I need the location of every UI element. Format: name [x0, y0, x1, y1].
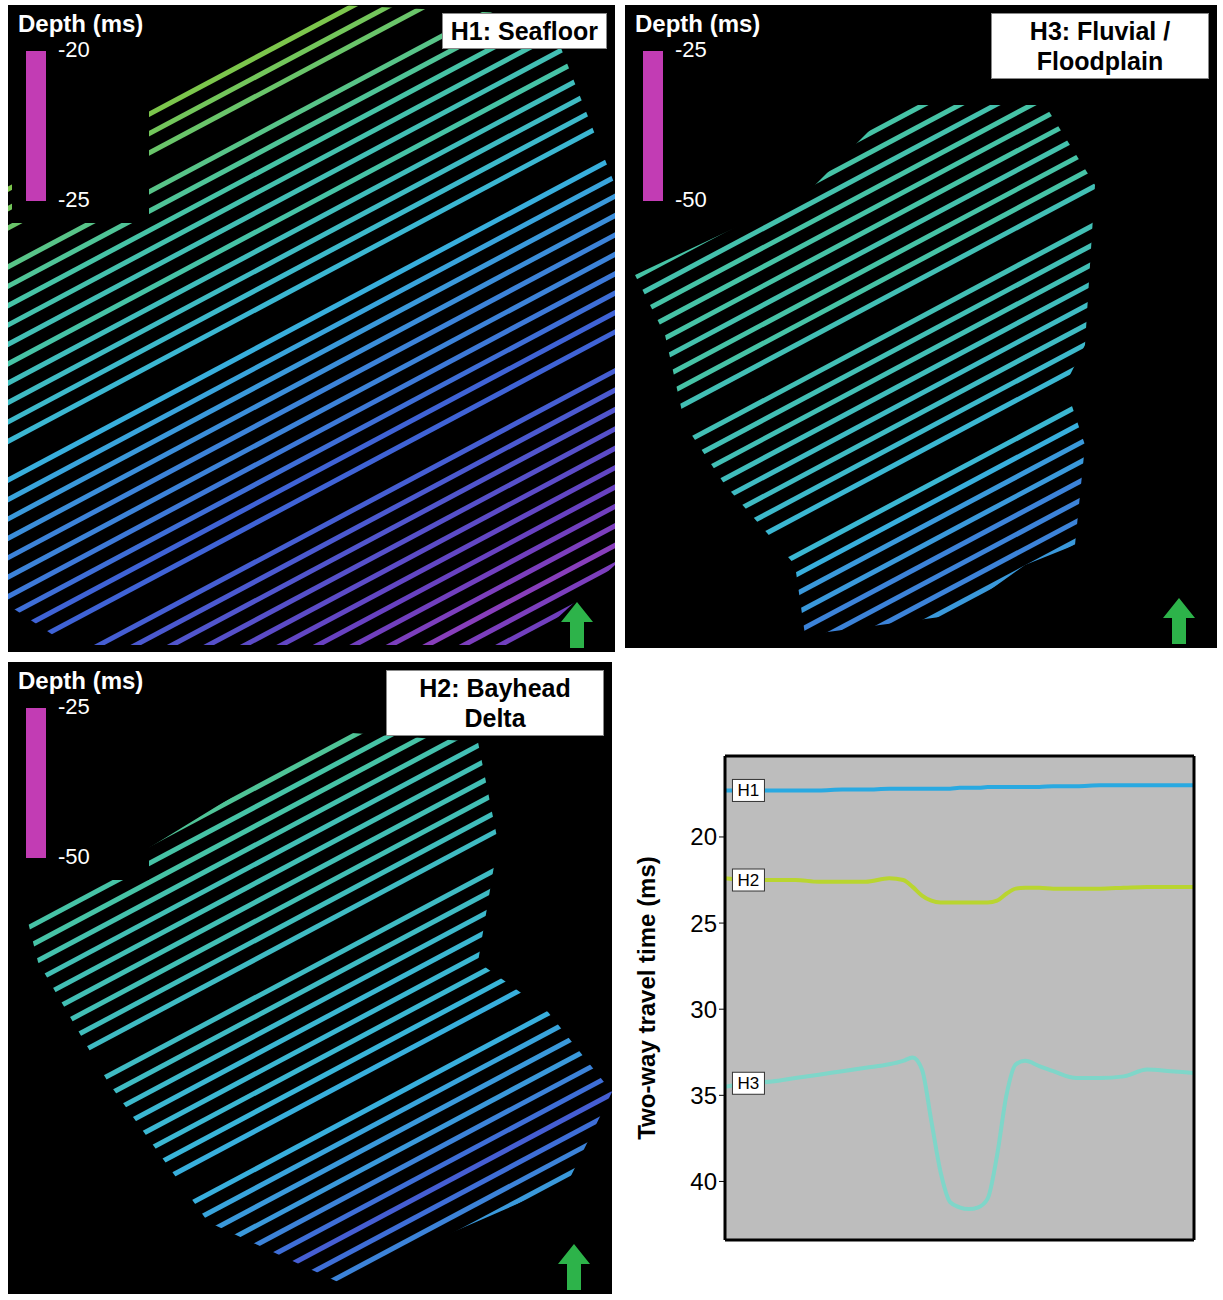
html-text:Depth (ms): Depth (ms): [18, 667, 144, 694]
html-text:Depth (ms): Depth (ms): [18, 10, 144, 37]
svg-text:-25: -25: [58, 187, 90, 212]
html-text:H1: Seafloor: H1: Seafloor: [450, 17, 598, 45]
html-text:H3: Fluvial / Floodplain: H3: Fluvial / Floodplain: [1029, 17, 1171, 75]
html-text:Depth (ms): Depth (ms): [635, 10, 761, 37]
html-text:Two-way travel time (ms): Two-way travel time (ms): [633, 855, 660, 1140]
svg-text:40: 40: [690, 1168, 717, 1195]
svg-text:-50: -50: [58, 844, 90, 869]
svg-text:H1: H1: [738, 781, 760, 800]
svg-text:-20: -20: [58, 37, 90, 62]
svg-text:30: 30: [690, 996, 717, 1023]
svg-text:35: 35: [690, 1082, 717, 1109]
svg-text:-25: -25: [675, 37, 707, 62]
html-text:H2: Bayhead Delta: H2: Bayhead Delta: [419, 674, 571, 732]
svg-text:H3: H3: [738, 1074, 760, 1093]
svg-text:-50: -50: [675, 187, 707, 212]
svg-text:25: 25: [690, 910, 717, 937]
svg-text:-25: -25: [58, 694, 90, 719]
svg-text:H2: H2: [738, 871, 760, 890]
svg-text:20: 20: [690, 823, 717, 850]
